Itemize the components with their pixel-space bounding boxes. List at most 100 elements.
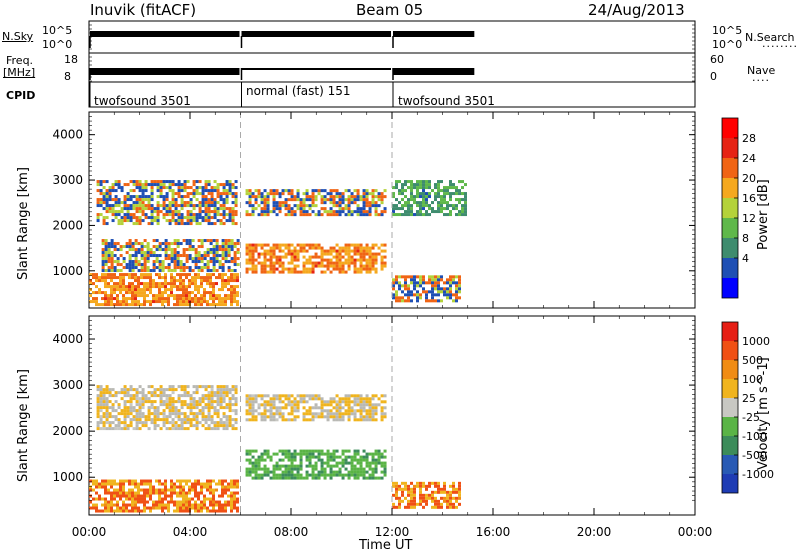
echo-cell — [95, 497, 98, 501]
echo-cell — [95, 291, 98, 295]
echo-cell — [101, 251, 105, 255]
echo-cell — [191, 282, 194, 286]
echo-cell — [302, 476, 306, 480]
echo-cell — [353, 403, 357, 407]
echo-cell — [141, 204, 145, 208]
echo-cell — [329, 464, 333, 468]
echo-cell — [440, 198, 443, 202]
echo-cell — [92, 297, 95, 301]
echo-cell — [216, 427, 220, 431]
echo-cell — [263, 409, 267, 413]
echo-cell — [212, 479, 215, 483]
echo-cell — [224, 491, 227, 495]
echo-cell — [287, 412, 291, 416]
echo-cell — [119, 485, 122, 489]
echo-cell — [152, 488, 155, 492]
echo-cell — [222, 397, 226, 401]
echo-cell — [251, 455, 255, 459]
echo-cell — [138, 391, 142, 395]
echo-cell — [281, 452, 285, 456]
echo-cell — [311, 467, 315, 471]
echo-cell — [185, 503, 188, 507]
echo-cell — [173, 297, 176, 301]
echo-cell — [131, 248, 135, 252]
echo-cell — [356, 249, 360, 253]
echo-cell — [137, 263, 141, 267]
echo-cell — [123, 201, 127, 205]
echo-cell — [233, 291, 236, 295]
echo-cell — [155, 254, 159, 258]
echo-cell — [284, 246, 288, 250]
echo-cell — [431, 210, 434, 214]
echo-cell — [107, 276, 110, 280]
echo-cell — [156, 219, 160, 223]
echo-cell — [113, 479, 116, 483]
echo-cell — [275, 267, 279, 271]
echo-cell — [281, 264, 285, 268]
echo-cell — [159, 391, 163, 395]
echo-cell — [257, 261, 261, 265]
echo-cell — [338, 210, 342, 214]
echo-cell — [305, 464, 309, 468]
echo-cell — [269, 258, 273, 262]
echo-cell — [219, 418, 223, 422]
echo-cell — [359, 406, 363, 410]
echo-cell — [125, 303, 128, 307]
echo-cell — [311, 255, 315, 259]
echo-cell — [215, 254, 219, 258]
echo-cell — [120, 391, 124, 395]
echo-cell — [254, 470, 258, 474]
echo-cell — [149, 497, 152, 501]
echo-cell — [107, 297, 110, 301]
echo-cell — [449, 505, 452, 509]
echo-cell — [347, 195, 351, 199]
echo-cell — [209, 285, 212, 289]
echo-cell — [221, 300, 224, 304]
echo-cell — [96, 400, 100, 404]
echo-cell — [260, 207, 264, 211]
echo-cell — [200, 245, 204, 249]
echo-cell — [219, 400, 223, 404]
echo-cell — [201, 415, 205, 419]
echo-cell — [194, 488, 197, 492]
echo-cell — [134, 288, 137, 292]
echo-cell — [197, 276, 200, 280]
echo-cell — [227, 503, 230, 507]
echo-cell — [159, 427, 163, 431]
echo-cell — [122, 479, 125, 483]
echo-cell — [371, 246, 375, 250]
echo-cell — [248, 473, 252, 477]
echo-cell — [168, 403, 172, 407]
echo-cell — [365, 476, 369, 480]
echo-cell — [320, 261, 324, 265]
echo-cell — [377, 192, 381, 196]
echo-cell — [201, 189, 205, 193]
echo-cell — [107, 242, 111, 246]
echo-cell — [171, 219, 175, 223]
echo-cell — [102, 394, 106, 398]
echo-cell — [162, 195, 166, 199]
echo-cell — [95, 279, 98, 283]
echo-cell — [182, 497, 185, 501]
echo-cell — [102, 207, 106, 211]
echo-cell — [443, 207, 446, 211]
echo-cell — [314, 406, 318, 410]
echo-cell — [407, 186, 410, 190]
echo-cell — [308, 397, 312, 401]
echo-cell — [104, 482, 107, 486]
echo-cell — [464, 213, 467, 217]
echo-cell — [204, 216, 208, 220]
echo-cell — [440, 189, 443, 193]
echo-cell — [299, 198, 303, 202]
echo-cell — [135, 207, 139, 211]
echo-cell — [272, 397, 276, 401]
echo-cell — [407, 287, 410, 291]
echo-cell — [135, 186, 139, 190]
echo-cell — [359, 403, 363, 407]
echo-cell — [449, 502, 452, 506]
echo-cell — [119, 285, 122, 289]
echo-cell — [260, 267, 264, 271]
echo-cell — [159, 195, 163, 199]
echo-cell — [225, 403, 229, 407]
echo-cell — [434, 186, 437, 190]
